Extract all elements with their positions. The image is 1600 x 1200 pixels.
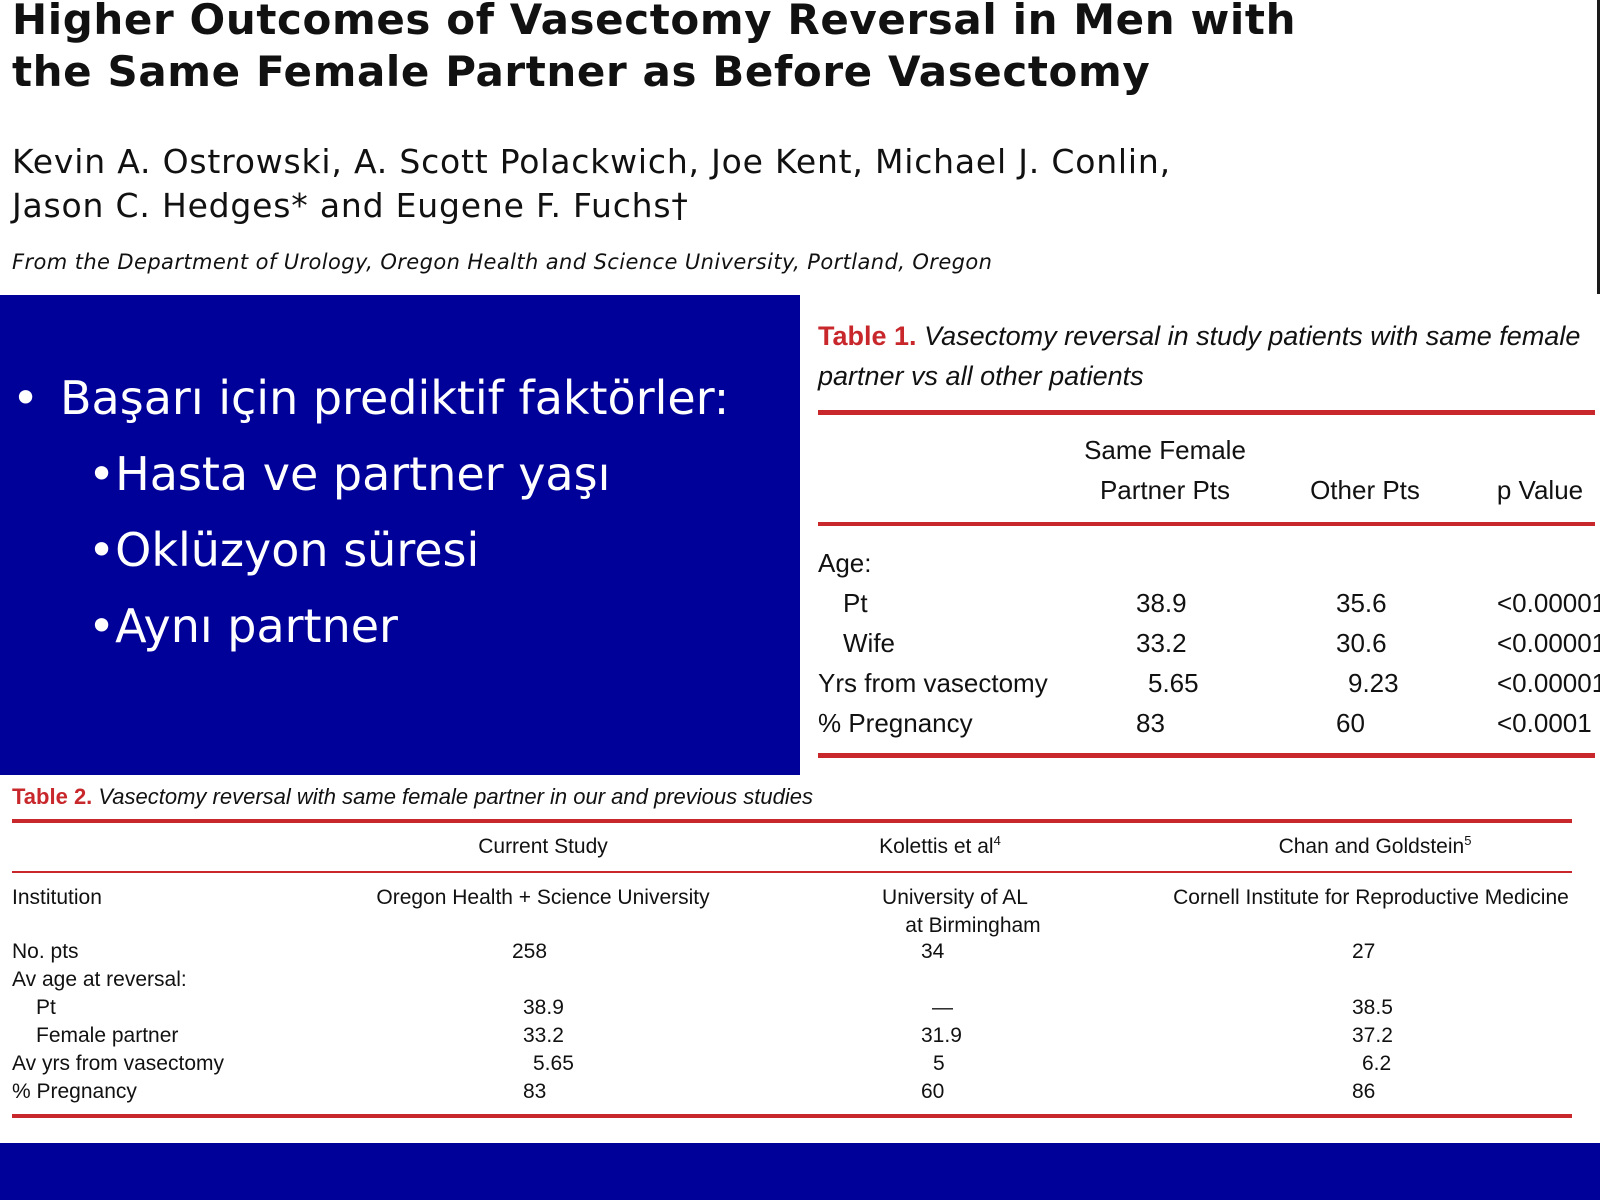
table2-header-rule bbox=[12, 871, 1572, 873]
table1-header-p: p Value bbox=[1496, 475, 1584, 505]
table2-header-kolettis-text: Kolettis et al bbox=[879, 835, 994, 858]
table2-row-label: Female partner bbox=[36, 1024, 179, 1047]
table1-row-label: Age: bbox=[818, 548, 872, 578]
bullet-sub-item: •Hasta ve partner yaşı bbox=[88, 447, 611, 501]
table2-institution-label: Institution bbox=[12, 886, 102, 909]
table2-cell-current: 258 bbox=[512, 940, 548, 963]
table2-cell-chan: 6.2 bbox=[1362, 1052, 1392, 1075]
table1-row-label: % Pregnancy bbox=[818, 708, 973, 738]
table2-label: Table 2. bbox=[12, 784, 93, 809]
paper-title-line-2: the Same Female Partner as Before Vasect… bbox=[12, 47, 1151, 96]
slide-footer-band bbox=[0, 1143, 1600, 1200]
table1-header-same: Same Female Partner Pts bbox=[1060, 430, 1270, 510]
table2-bottom-rule bbox=[12, 1114, 1572, 1118]
table2-cell-current: 33.2 bbox=[523, 1024, 564, 1047]
table2-cell-kolettis: 5 bbox=[933, 1052, 945, 1075]
table2-inst-kolettis-line1: University of AL bbox=[882, 886, 1028, 909]
table2-cell-kolettis: 60 bbox=[921, 1080, 945, 1103]
table1-cell-p: <0.00001 bbox=[1497, 588, 1600, 618]
table1-cell-other: 35.6 bbox=[1336, 588, 1387, 618]
table2-cell-current: 38.9 bbox=[523, 996, 564, 1019]
table2-row-label: % Pregnancy bbox=[12, 1080, 137, 1103]
table1-header-rule bbox=[818, 522, 1595, 526]
table1-cell-other: 9.23 bbox=[1348, 668, 1399, 698]
table2-inst-kolettis: University of AL at Birmingham bbox=[820, 884, 1090, 940]
bullet-main-text: Başarı için prediktif faktörler: bbox=[60, 371, 730, 425]
table2-cell-chan: 86 bbox=[1352, 1080, 1376, 1103]
table1-cell-other: 60 bbox=[1336, 708, 1365, 738]
table1-caption-text: Vasectomy reversal in study patients wit… bbox=[818, 321, 1581, 391]
table1-cell-same: 83 bbox=[1136, 708, 1165, 738]
table1-header-same-line2: Partner Pts bbox=[1099, 475, 1231, 505]
table2-inst-chan: Cornell Institute for Reproductive Medic… bbox=[1173, 886, 1569, 909]
authors-line-1: Kevin A. Ostrowski, A. Scott Polackwich,… bbox=[12, 142, 1171, 181]
bullet-main: • Başarı için prediktif faktörler: bbox=[12, 370, 729, 426]
table2-cell-kolettis: 31.9 bbox=[921, 1024, 962, 1047]
table1-cell-p: <0.0001 bbox=[1497, 708, 1592, 738]
table2-cell-chan: 38.5 bbox=[1352, 996, 1393, 1019]
table1-header-same-line1: Same Female bbox=[1084, 435, 1246, 465]
table1-cell-same: 38.9 bbox=[1136, 588, 1187, 618]
table1-cell-same: 5.65 bbox=[1148, 668, 1199, 698]
bullet-panel bbox=[0, 295, 800, 775]
table2-row-label: Av yrs from vasectomy bbox=[12, 1052, 224, 1075]
table2-header-current: Current Study bbox=[478, 835, 608, 858]
table2-cell-chan: 37.2 bbox=[1352, 1024, 1393, 1047]
table1-cell-p: <0.00001 bbox=[1497, 668, 1600, 698]
table1-bottom-rule bbox=[818, 753, 1595, 758]
table1-cell-p: <0.00001 bbox=[1497, 628, 1600, 658]
table2-caption: Table 2. Vasectomy reversal with same fe… bbox=[12, 780, 1592, 814]
paper-affiliation: From the Department of Urology, Oregon H… bbox=[12, 250, 993, 274]
table2-row-label: No. pts bbox=[12, 940, 79, 963]
table2-cell-kolettis: — bbox=[932, 996, 953, 1019]
table1-caption: Table 1. Vasectomy reversal in study pat… bbox=[818, 316, 1598, 396]
paper-authors: Kevin A. Ostrowski, A. Scott Polackwich,… bbox=[12, 140, 1592, 228]
table1-header-other: Other Pts bbox=[1310, 475, 1420, 505]
table1-top-rule bbox=[818, 410, 1595, 415]
paper-title-line-1: Higher Outcomes of Vasectomy Reversal in… bbox=[12, 0, 1297, 44]
table2-cell-current: 83 bbox=[523, 1080, 547, 1103]
table2-header-kolettis-ref: 4 bbox=[993, 833, 1001, 848]
bullet-sub-item: •Oklüzyon süresi bbox=[88, 523, 480, 577]
table2-row-label: Pt bbox=[36, 996, 56, 1019]
table2-caption-text: Vasectomy reversal with same female part… bbox=[98, 784, 813, 809]
table1-cell-same: 33.2 bbox=[1136, 628, 1187, 658]
table2-top-rule bbox=[12, 819, 1572, 823]
table1-label: Table 1. bbox=[818, 321, 917, 351]
bullet-sub-item: •Aynı partner bbox=[88, 599, 398, 653]
table1-cell-other: 30.6 bbox=[1336, 628, 1387, 658]
table1-row-label: Pt bbox=[843, 588, 868, 618]
table2-row-label: Av age at reversal: bbox=[12, 968, 187, 991]
table2-header-chan: Chan and Goldstein5 bbox=[1220, 833, 1530, 861]
paper-title: Higher Outcomes of Vasectomy Reversal in… bbox=[12, 0, 1592, 98]
table2-header-kolettis: Kolettis et al4 bbox=[820, 833, 1060, 861]
table2-cell-current: 5.65 bbox=[533, 1052, 574, 1075]
page-edge-divider bbox=[1597, 0, 1600, 294]
authors-line-2: Jason C. Hedges* and Eugene F. Fuchs† bbox=[12, 186, 689, 225]
table2-header-chan-ref: 5 bbox=[1464, 833, 1472, 848]
table2-inst-current: Oregon Health + Science University bbox=[376, 886, 710, 909]
bullet-marker: • bbox=[12, 371, 40, 425]
table1-row-label: Wife bbox=[843, 628, 895, 658]
table2-inst-kolettis-line2: at Birmingham bbox=[905, 914, 1041, 937]
table1-row-label: Yrs from vasectomy bbox=[818, 668, 1048, 698]
table2-cell-chan: 27 bbox=[1352, 940, 1376, 963]
table2-header-chan-text: Chan and Goldstein bbox=[1278, 835, 1465, 858]
table2-cell-kolettis: 34 bbox=[921, 940, 945, 963]
